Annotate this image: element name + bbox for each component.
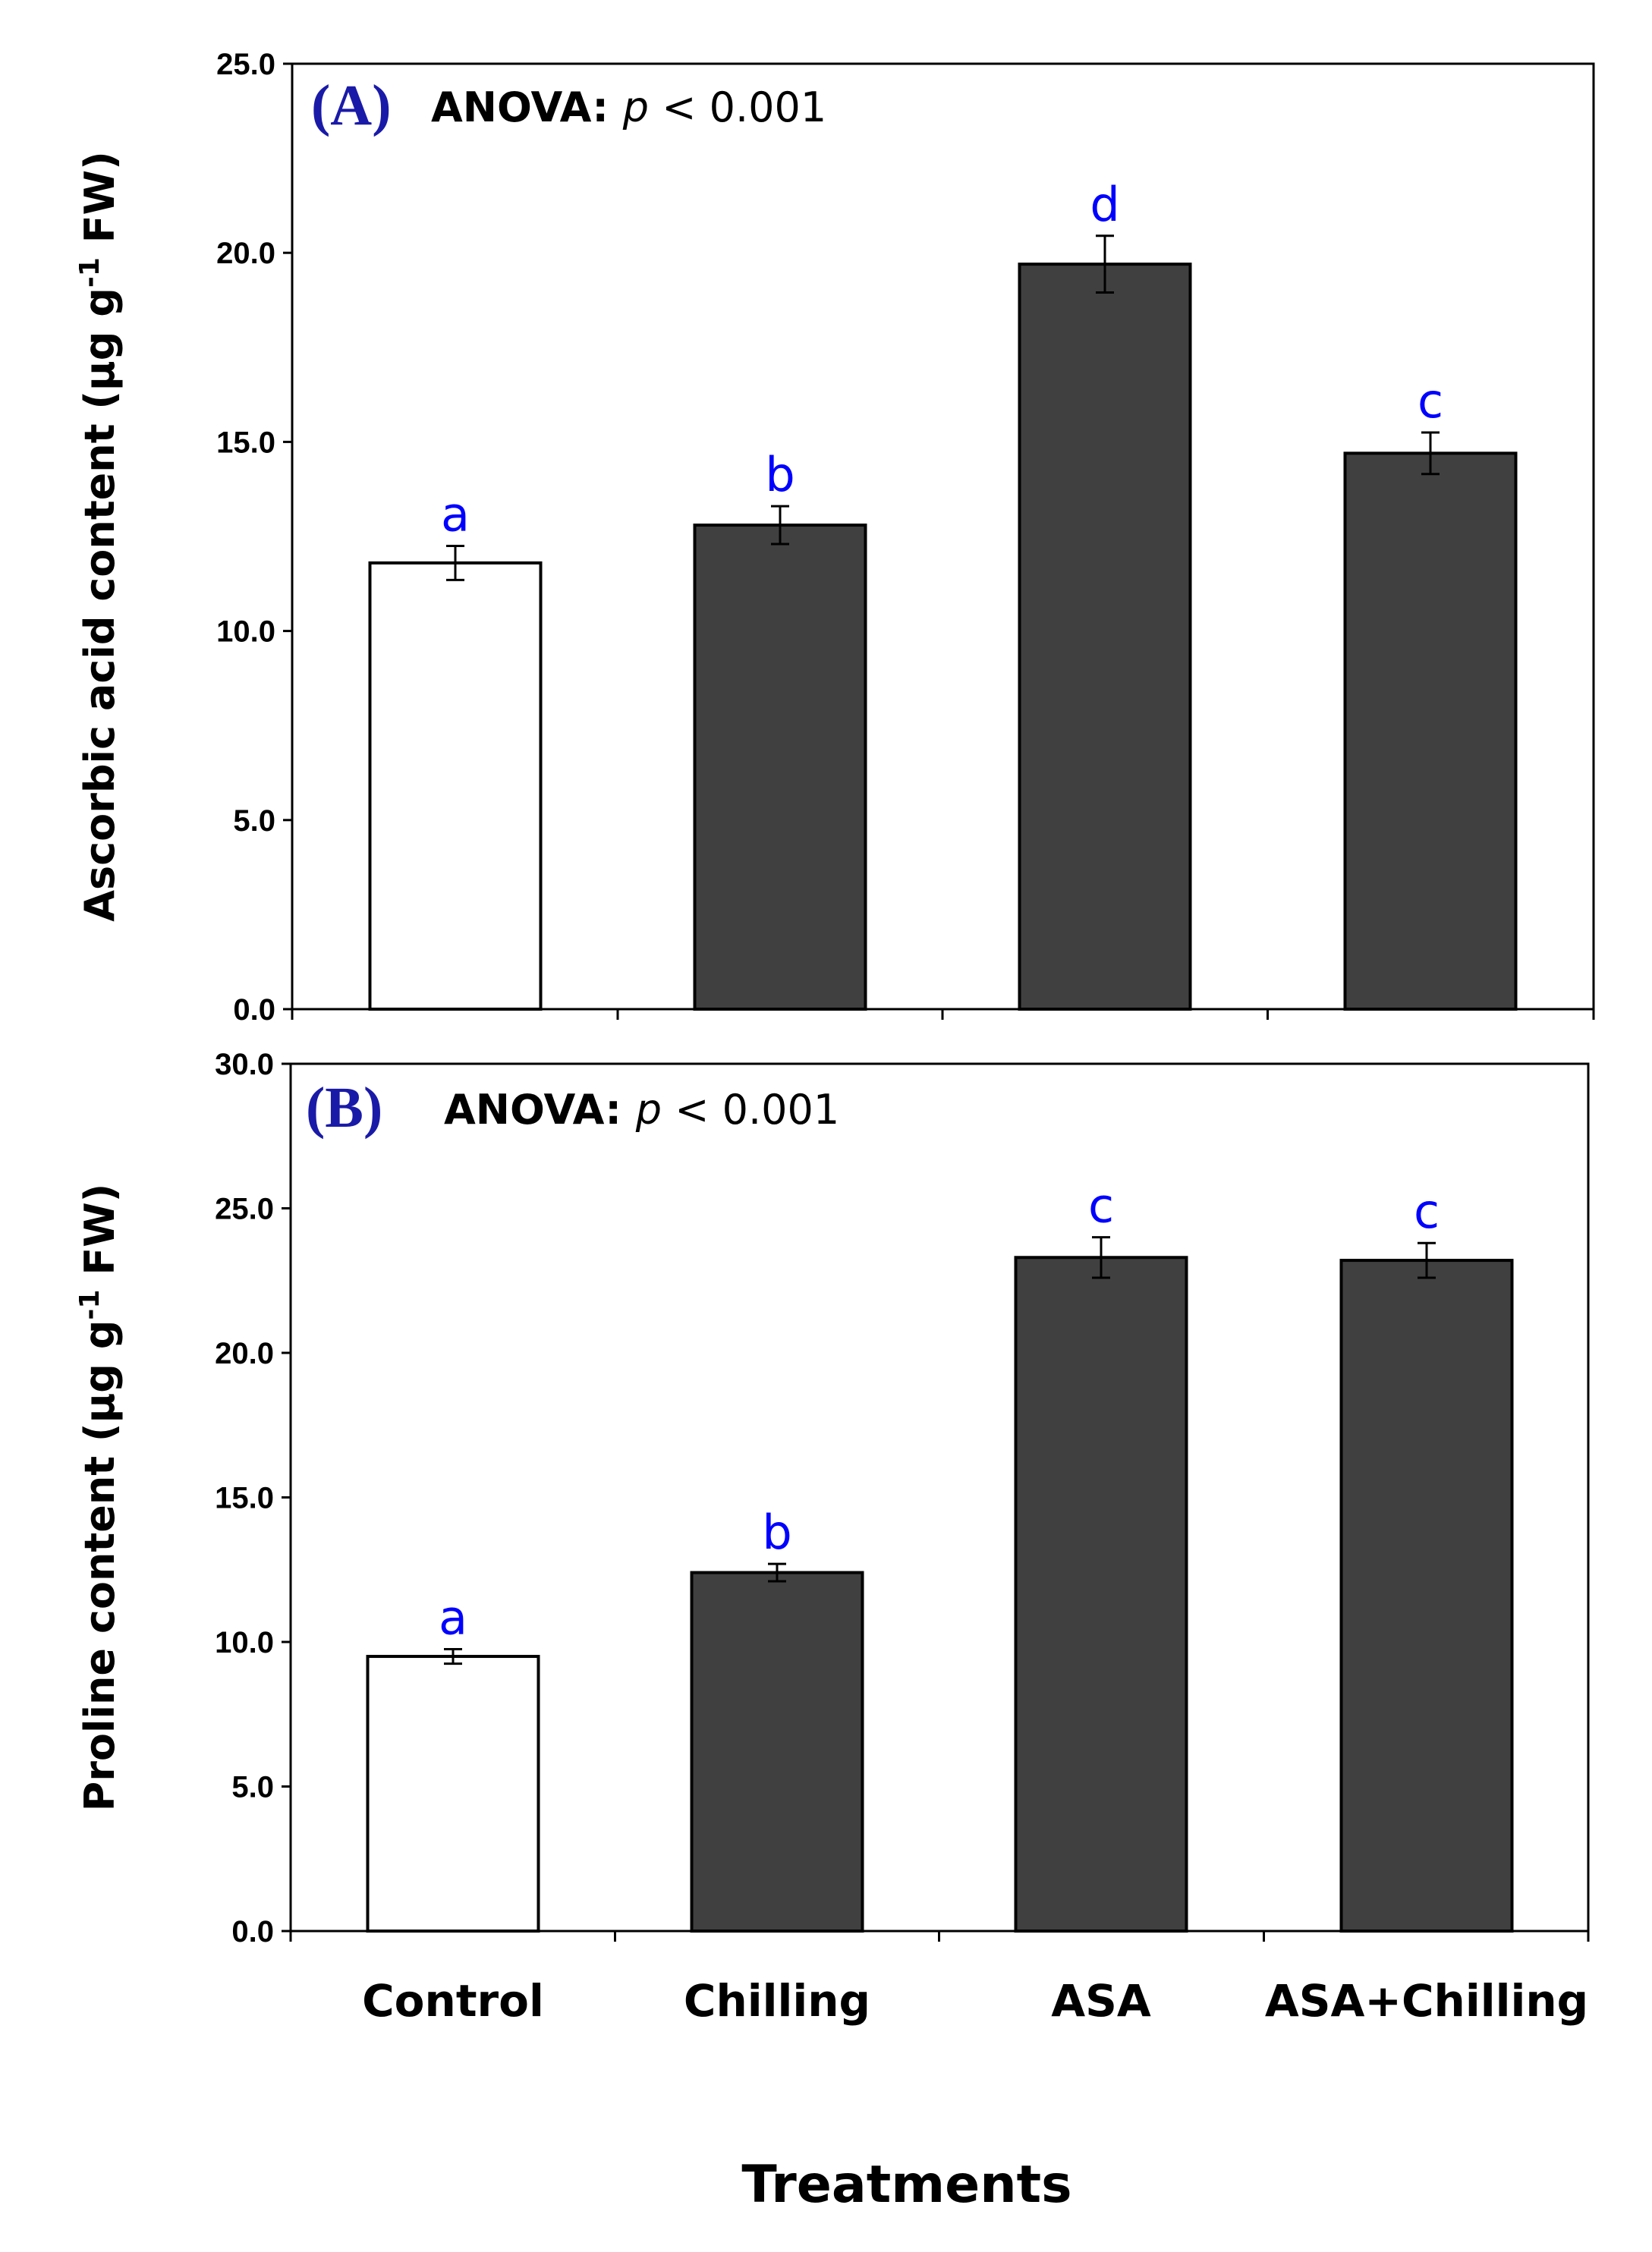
panel-b-y-tick-label: 15.0 [215,1482,274,1515]
panel-a-chart: 0.0 5.0 10.0 15.0 20.0 25.0 a b d c (A) ANOVA: p < … [74,48,1595,1027]
anova-p-symbol: p [622,83,649,131]
anova-p-value: < 0.001 [662,1086,839,1134]
category-labels: Control Chilling ASA ASA+Chilling [362,1975,1588,2027]
panel-b-bar-asa [1014,1256,1188,1933]
category-label-asa: ASA [1051,1975,1151,2027]
panel-a-tag: (A) [311,74,392,137]
panel-b-bar-asa-chilling [1339,1259,1514,1933]
panel-b-y-tick-label: 10.0 [215,1626,274,1659]
panel-a-bar-control [368,561,543,1011]
panel-b-y-tick-label: 20.0 [215,1337,274,1370]
category-label-asa-chilling: ASA+Chilling [1265,1975,1588,2027]
panel-a-error-bar-asa-chilling [1421,431,1440,476]
panel-a-y-tick-label: 20.0 [216,237,275,270]
panel-a-y-tick-label: 10.0 [216,615,275,649]
panel-b-anova-annotation: ANOVA: p < 0.001 [444,1086,839,1134]
panel-a-significance-letter-chilling: b [765,447,795,502]
panel-b-chart: 0.0 5.0 10.0 15.0 20.0 25.0 30.0 a b c c (B) ANOVA: … [74,1048,1590,1948]
y-axis-title-unit: FW) [76,151,124,257]
category-label-control: Control [362,1975,544,2027]
panel-b-y-axis-title: Proline content (µg g-1 FW) [74,1184,124,1812]
panel-b-error-bar-asa [1092,1236,1110,1279]
category-label-chilling: Chilling [684,1975,870,2027]
panel-a-y-tick-label: 25.0 [216,48,275,81]
panel-b-significance-letter-asa: c [1088,1178,1114,1234]
y-axis-title-superscript: -1 [74,1290,105,1320]
panel-a-y-tick-label: 0.0 [233,993,275,1027]
x-axis-title: Treatments [741,2155,1071,2215]
panel-b-y-tick-label: 30.0 [215,1048,274,1081]
panel-a-y-tick-label: 15.0 [216,426,275,459]
panel-a-bar-asa-chilling [1343,451,1518,1011]
panel-b-error-bar-control [444,1648,462,1665]
y-axis-title-main: Proline content (µg g [76,1320,124,1812]
anova-p-value: < 0.001 [649,83,826,131]
panel-a-anova-annotation: ANOVA: p < 0.001 [431,83,826,131]
panel-a-significance-letter-asa: d [1090,177,1119,232]
panel-a-significance-letter-control: a [441,486,470,542]
y-axis-title-unit: FW) [76,1184,124,1290]
anova-label: ANOVA: [431,83,623,131]
panel-a-significance-letter-asa-chilling: c [1418,373,1443,429]
panel-b-error-bar-asa-chilling [1418,1241,1436,1279]
panel-b-bar-control [366,1655,540,1933]
panel-b-y-tick-label: 25.0 [215,1193,274,1226]
anova-label: ANOVA: [444,1086,636,1134]
y-axis-title-main: Ascorbic acid content (µg g [76,288,124,922]
panel-a-error-bar-chilling [771,505,789,546]
y-axis-title-superscript: -1 [74,257,105,288]
panel-b-error-bar-chilling [768,1562,786,1583]
panel-a-y-tick-label: 5.0 [233,804,275,838]
panel-b-bar-chilling [690,1571,864,1933]
panel-b-significance-letter-asa-chilling: c [1414,1184,1440,1239]
panel-b-significance-letter-control: a [439,1590,467,1646]
panel-a-error-bar-control [446,544,464,581]
panel-a-bar-asa [1018,263,1192,1011]
panel-b-y-tick-label: 5.0 [231,1771,274,1804]
anova-p-symbol: p [635,1086,662,1134]
panel-a-error-bar-asa [1096,234,1114,294]
panel-b-tag: (B) [306,1076,382,1140]
panel-b-significance-letter-chilling: b [762,1505,791,1560]
panel-b-y-tick-label: 0.0 [231,1915,274,1948]
panel-a-bar-chilling [693,524,867,1011]
panel-a-y-axis-title: Ascorbic acid content (µg g-1 FW) [74,151,124,922]
